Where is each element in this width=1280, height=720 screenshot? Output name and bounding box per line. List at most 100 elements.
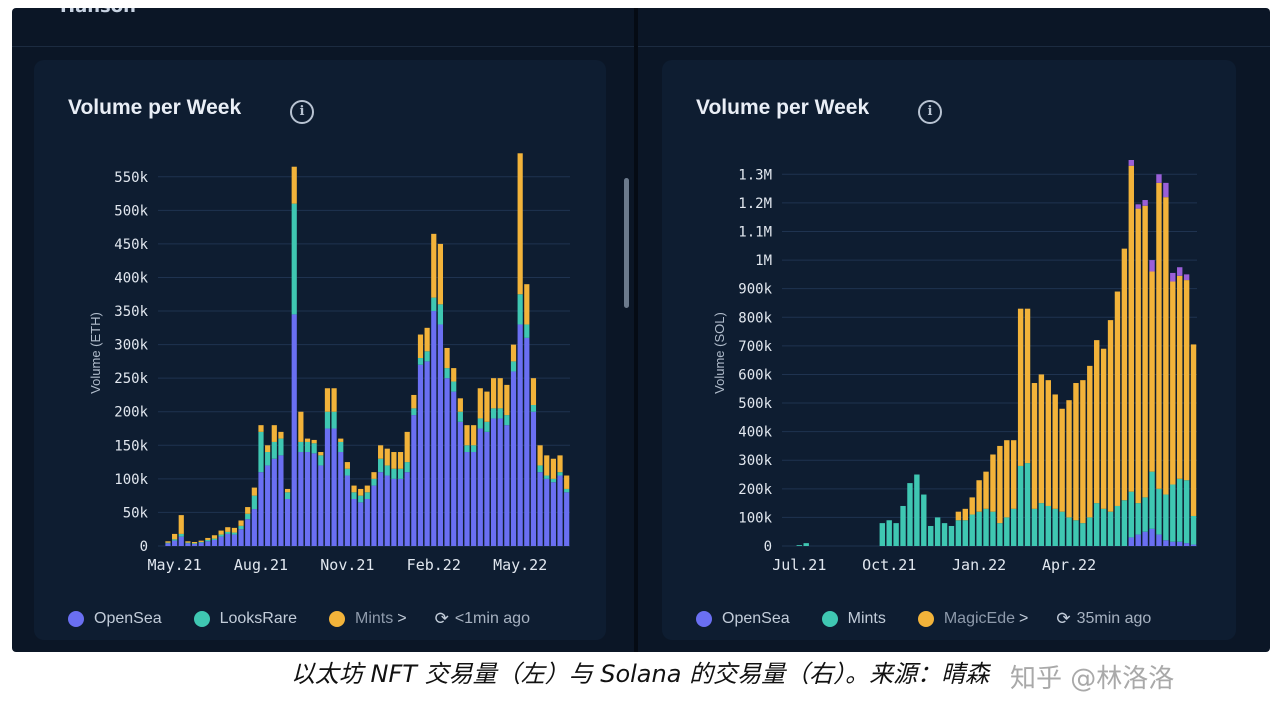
bar-segment-mints[interactable] [1114,505,1121,546]
bar-segment-mints[interactable] [886,520,892,546]
bar-segment-looksrare[interactable] [351,492,357,500]
bar-segment-mints[interactable] [990,511,996,546]
bar-segment-mints[interactable] [1024,463,1031,546]
bar-segment-looksrare[interactable] [464,445,470,453]
bar-segment-mints[interactable] [178,515,184,534]
bar-segment-mints[interactable] [969,514,975,546]
bar-segment-mints[interactable] [172,533,178,540]
bar-segment-looksrare[interactable] [411,408,417,416]
bar-segment-other[interactable] [1142,200,1148,206]
bar-segment-opensea[interactable] [490,418,497,546]
bar-segment-mints[interactable] [245,507,251,514]
bar-segment-mints[interactable] [1163,494,1169,541]
bar-segment-mints[interactable] [550,458,556,479]
bar-segment-opensea[interactable] [1183,543,1190,546]
bar-segment-mints[interactable] [218,530,224,535]
bar-segment-other[interactable] [1149,260,1155,272]
bar-segment-magicede[interactable] [1149,271,1155,472]
bar-segment-looksrare[interactable] [484,421,490,432]
bar-segment-mints[interactable] [928,525,934,546]
bar-segment-opensea[interactable] [298,452,304,546]
bar-segment-mints[interactable] [564,475,570,489]
bar-segment-looksrare[interactable] [451,381,457,392]
bar-segment-mints[interactable] [324,388,331,412]
bar-segment-mints[interactable] [351,485,357,493]
bar-segment-opensea[interactable] [211,539,218,546]
bar-segment-opensea[interactable] [1156,534,1162,546]
bar-segment-other[interactable] [1128,160,1134,166]
bar-segment-opensea[interactable] [404,472,410,546]
bar-segment-mints[interactable] [471,425,477,446]
bar-segment-looksrare[interactable] [185,542,191,544]
bar-segment-opensea[interactable] [444,378,450,546]
bar-segment-looksrare[interactable] [172,539,178,541]
bar-segment-mints[interactable] [1142,497,1148,532]
bar-segment-mints[interactable] [384,448,390,466]
bar-segment-looksrare[interactable] [557,472,563,476]
bar-segment-opensea[interactable] [291,314,297,546]
bar-segment-mints[interactable] [331,388,337,412]
bar-segment-looksrare[interactable] [198,541,204,543]
bar-segment-mints[interactable] [907,483,913,546]
bar-segment-mints[interactable] [1004,517,1010,546]
bar-segment-opensea[interactable] [265,465,271,546]
bar-segment-looksrare[interactable] [457,411,463,422]
bar-segment-opensea[interactable] [324,428,331,546]
bar-segment-mints[interactable] [1128,491,1134,538]
bar-segment-mints[interactable] [497,378,503,409]
bar-segment-magicede[interactable] [1142,205,1148,498]
bar-segment-opensea[interactable] [437,324,444,546]
legend-item-opensea[interactable]: OpenSea [696,610,790,628]
bar-segment-looksrare[interactable] [358,495,364,503]
bar-segment-opensea[interactable] [358,502,364,546]
bar-segment-opensea[interactable] [258,472,264,546]
bar-segment-other[interactable] [1170,272,1176,282]
bar-segment-looksrare[interactable] [225,531,231,534]
bar-segment-magicede[interactable] [1163,197,1169,495]
bar-segment-magicede[interactable] [1031,383,1038,509]
bar-segment-mints[interactable] [1135,503,1141,535]
bar-segment-mints[interactable] [1094,503,1100,546]
bar-segment-opensea[interactable] [517,324,523,546]
bar-segment-looksrare[interactable] [537,465,543,473]
bar-segment-opensea[interactable] [537,472,543,546]
bar-segment-opensea[interactable] [417,364,424,546]
bar-segment-magicede[interactable] [1177,275,1183,479]
bar-segment-opensea[interactable] [205,541,211,546]
bar-segment-magicede[interactable] [969,497,975,515]
bar-segment-magicede[interactable] [990,454,996,512]
bar-segment-looksrare[interactable] [324,411,331,429]
bar-segment-magicede[interactable] [1156,182,1162,489]
bar-segment-magicede[interactable] [1045,380,1051,506]
bar-segment-looksrare[interactable] [311,443,317,454]
bar-segment-magicede[interactable] [962,508,968,521]
bar-segment-looksrare[interactable] [550,478,556,483]
bar-segment-mints[interactable] [231,527,238,533]
bar-segment-looksrare[interactable] [178,533,184,537]
bar-segment-mints[interactable] [1170,484,1176,542]
bar-segment-magicede[interactable] [983,471,989,509]
bar-segment-opensea[interactable] [371,485,377,546]
bar-segment-looksrare[interactable] [238,525,244,530]
bar-segment-mints[interactable] [477,388,483,419]
refresh-status[interactable]: ⟳ 35min ago [1056,609,1151,629]
bar-segment-looksrare[interactable] [497,408,503,419]
bar-segment-opensea[interactable] [1190,544,1197,546]
bar-segment-magicede[interactable] [1073,383,1079,521]
bar-segment-mints[interactable] [893,523,899,546]
bar-segment-looksrare[interactable] [530,405,537,412]
bar-segment-magicede[interactable] [1087,365,1093,518]
legend-item-magiceden[interactable]: MagicEde [917,610,1015,628]
bar-segment-mints[interactable] [537,445,543,466]
bar-segment-mints[interactable] [1100,508,1107,546]
bar-segment-mints[interactable] [1183,480,1190,544]
bar-segment-opensea[interactable] [484,431,490,546]
bar-segment-mints[interactable] [484,391,490,422]
bar-segment-mints[interactable] [311,439,317,444]
bar-segment-looksrare[interactable] [364,492,370,500]
bar-segment-mints[interactable] [165,541,171,543]
bar-segment-opensea[interactable] [225,533,231,546]
bar-segment-magicede[interactable] [1190,344,1197,516]
legend-next-chevron-icon[interactable]: > [1019,610,1029,627]
bar-segment-magicede[interactable] [1183,280,1190,481]
